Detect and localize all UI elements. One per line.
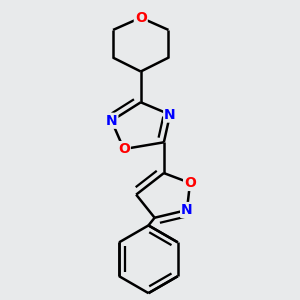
Text: N: N [106, 114, 117, 128]
Text: O: O [135, 11, 147, 25]
Text: N: N [164, 108, 176, 122]
Text: O: O [118, 142, 130, 156]
Text: N: N [181, 203, 193, 217]
Text: O: O [184, 176, 196, 190]
